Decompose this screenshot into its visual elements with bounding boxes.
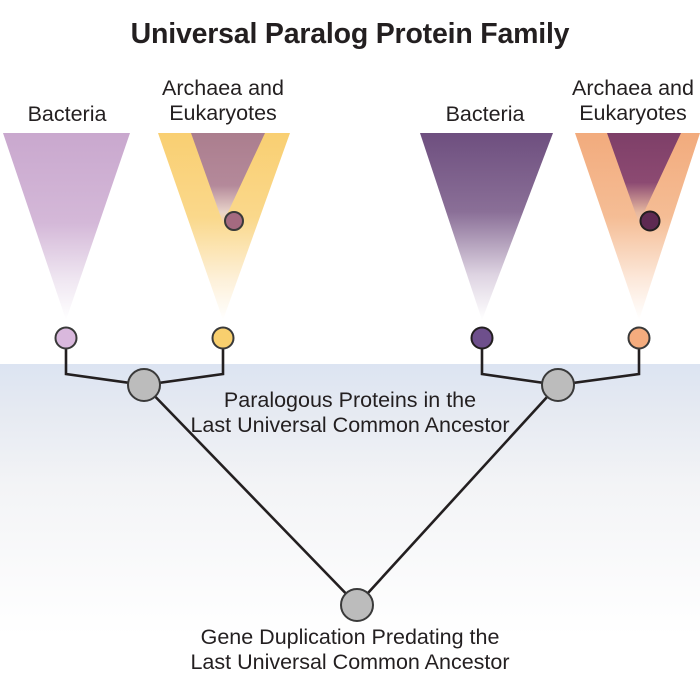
- ancestor-node-gene-duplication-root: [340, 588, 374, 622]
- branch-tip-bacteria-2: [480, 338, 559, 387]
- tip-node-archaea-eukaryotes-1: [211, 326, 235, 350]
- clade-label-bacteria-2: Bacteria: [445, 102, 525, 126]
- inner-node-archaea-eukaryotes-2: [639, 210, 661, 232]
- branch-tip-bacteria-1: [64, 338, 145, 387]
- clade-label-archaea-eukaryotes-1: Archaea and Eukaryotes: [162, 76, 284, 125]
- ancestor-node-luca-left: [127, 368, 161, 402]
- clade-wedge-bacteria-1: [3, 133, 130, 320]
- clade-label-archaea-eukaryotes-2: Archaea and Eukaryotes: [572, 76, 694, 125]
- ancestor-node-luca-right: [541, 368, 575, 402]
- branch-tip-archaea-eukaryotes-2: [557, 338, 641, 387]
- clade-label-bacteria-1: Bacteria: [27, 102, 107, 126]
- tip-node-bacteria-2: [470, 326, 494, 350]
- branch-root-to-left-luca-node: [143, 384, 358, 606]
- tip-node-bacteria-1: [54, 326, 78, 350]
- clade-inner-wedge-archaea-eukaryotes-2: [607, 133, 681, 223]
- annotation-luca-paralogs: Paralogous Proteins in the Last Universa…: [190, 388, 510, 437]
- clade-wedge-archaea-eukaryotes-1: [158, 133, 290, 320]
- tip-node-archaea-eukaryotes-2: [627, 326, 651, 350]
- annotation-root-gene-duplication: Gene Duplication Predating the Last Univ…: [190, 625, 510, 674]
- clade-wedge-bacteria-2: [420, 133, 553, 320]
- clade-wedge-archaea-eukaryotes-2: [575, 133, 700, 320]
- page-title: Universal Paralog Protein Family: [130, 18, 570, 50]
- branch-tip-archaea-eukaryotes-1: [143, 338, 225, 387]
- inner-node-archaea-eukaryotes-1: [224, 211, 244, 231]
- clade-inner-wedge-archaea-eukaryotes-1: [191, 133, 265, 223]
- branch-root-to-right-luca-node: [356, 384, 559, 606]
